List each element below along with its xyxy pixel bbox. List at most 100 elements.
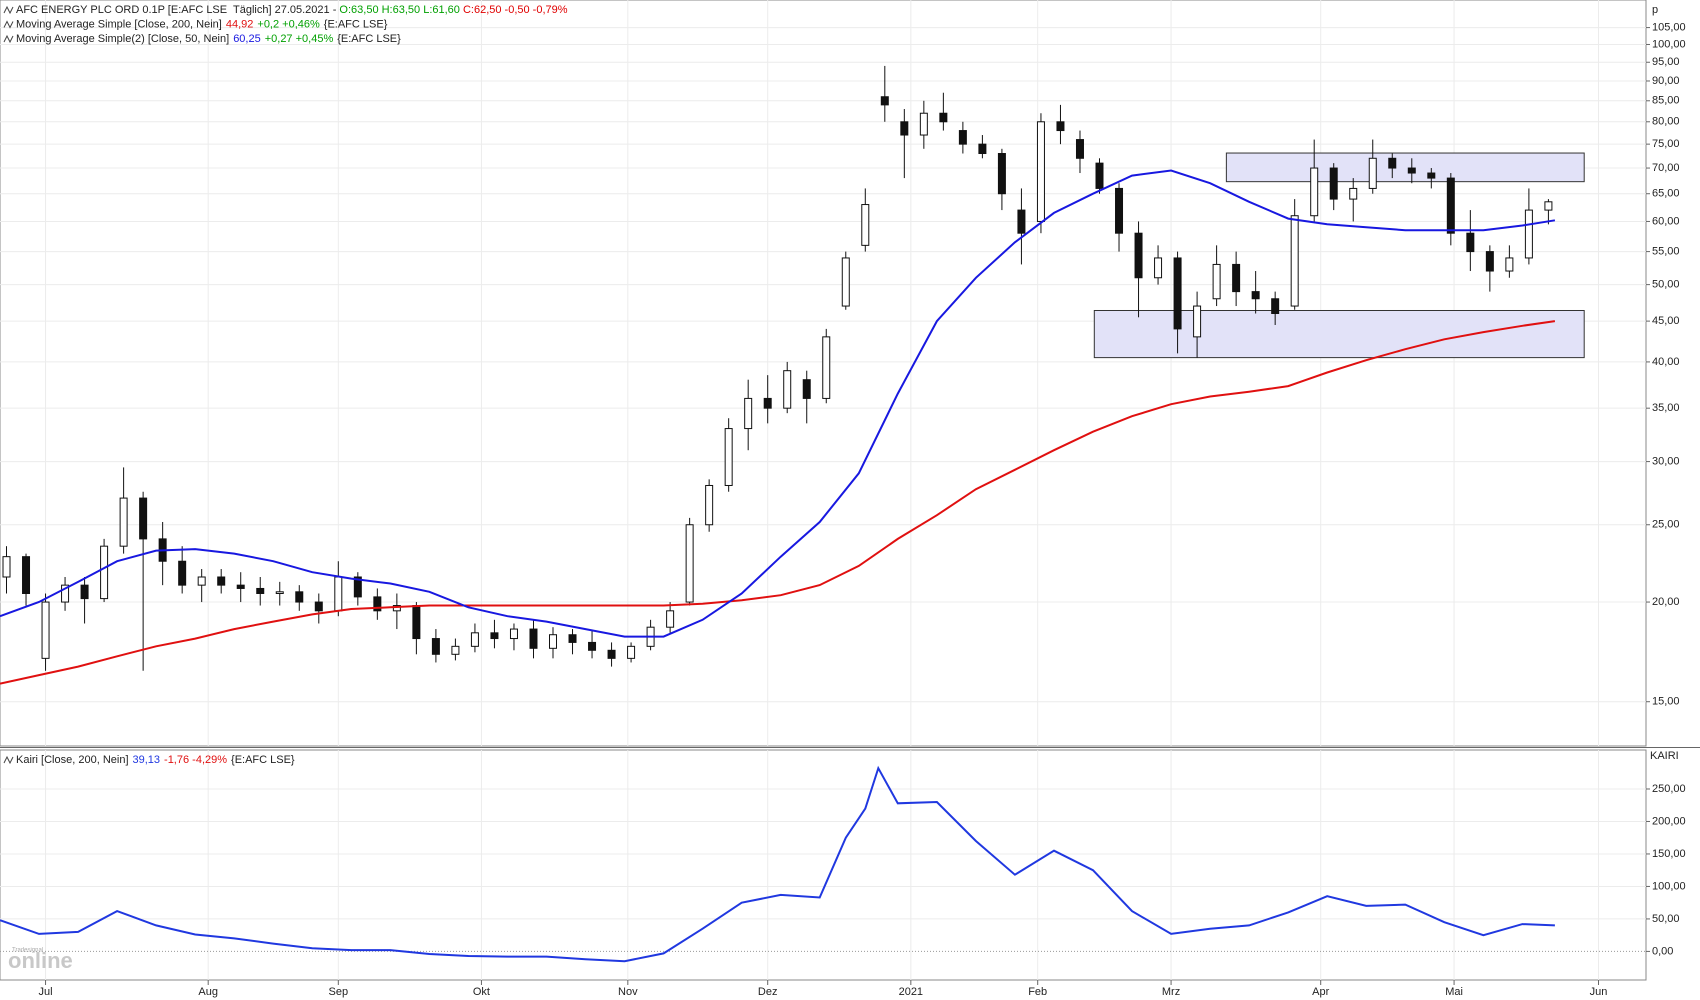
- candle-body: [295, 591, 304, 603]
- candle-body: [1036, 121, 1045, 222]
- candle-body: [1524, 209, 1533, 259]
- y-tick-label: 85,00: [1652, 95, 1680, 107]
- candle-body: [431, 638, 440, 655]
- title-part: O:63,50 H:63,50 L:61,60: [339, 4, 463, 16]
- y-tick-label: 60,00: [1652, 215, 1680, 227]
- candle-body: [61, 584, 70, 603]
- candle-body: [1115, 187, 1124, 234]
- title-part: C:62,50 -0,50 -0,79%: [463, 4, 568, 16]
- candle-body: [1368, 157, 1377, 189]
- candle-body: [1095, 162, 1104, 189]
- candle-body: [470, 632, 479, 647]
- candle-body: [1251, 291, 1260, 300]
- legend-entry: Kairi [Close, 200, Nein] 39,13 -1,76 -4,29…: [16, 754, 295, 766]
- candle-body: [568, 634, 577, 643]
- legend-value: {E:AFC LSE}: [337, 33, 401, 45]
- candle-body: [217, 576, 226, 586]
- grid: [0, 0, 1650, 985]
- candle-body: [958, 130, 967, 145]
- x-tick-label: Okt: [473, 986, 490, 998]
- legend-value: 39,13: [133, 754, 161, 766]
- indicator-line: [0, 765, 1555, 963]
- candle-body: [1544, 201, 1553, 211]
- candle-body: [334, 576, 343, 612]
- y-tick-label: 15,00: [1652, 696, 1680, 708]
- x-tick-label: Aug: [198, 986, 218, 998]
- x-tick-label: Jul: [39, 986, 53, 998]
- candle-body: [1212, 263, 1221, 300]
- candle-body: [236, 584, 245, 589]
- candle-body: [119, 497, 128, 547]
- candle-body: [802, 379, 811, 399]
- price-axis-label: p: [1652, 4, 1658, 16]
- watermark-small: Tradesignal: [12, 948, 43, 954]
- candle-body: [139, 497, 148, 540]
- legend-entry: Moving Average Simple(2) [Close, 50, Nei…: [16, 33, 401, 45]
- legend-value: +0,27 +0,45%: [265, 33, 334, 45]
- candle-body: [490, 632, 499, 640]
- candle-body: [1349, 187, 1358, 200]
- indicator-icon: [3, 5, 14, 15]
- title-part: AFC ENERGY PLC ORD 0.1P [E:AFC LSE Tägli…: [16, 4, 339, 16]
- candle-body: [783, 370, 792, 409]
- candle-body: [412, 605, 421, 640]
- indicator-line: [0, 320, 1556, 685]
- candle-body: [314, 601, 323, 612]
- y-tick-label: 50,00: [1652, 913, 1680, 925]
- candle-body: [178, 560, 187, 586]
- legend-name: Kairi [Close, 200, Nein]: [16, 754, 129, 766]
- candle-body: [880, 96, 889, 106]
- indicator-icon: [3, 20, 14, 29]
- candle-body: [763, 397, 772, 409]
- candle-body: [41, 601, 50, 659]
- candle-body: [392, 605, 401, 612]
- y-tick-label: 75,00: [1652, 138, 1680, 150]
- candle-body: [80, 584, 89, 600]
- legend-name: Moving Average Simple(2) [Close, 50, Nei…: [16, 33, 229, 45]
- y-tick-label: 40,00: [1652, 356, 1680, 368]
- y-tick-label: 35,00: [1652, 402, 1680, 414]
- candle-body: [1271, 298, 1280, 314]
- candle-body: [822, 336, 831, 399]
- candle-body: [1173, 257, 1182, 330]
- candle-body: [1329, 167, 1338, 200]
- candle-body: [607, 649, 616, 659]
- y-tick-label: 250,00: [1652, 783, 1686, 795]
- candle-body: [939, 112, 948, 123]
- candle-body: [1017, 209, 1026, 234]
- candle-body: [588, 641, 597, 651]
- candle-body: [997, 153, 1006, 195]
- legend-value: {E:AFC LSE}: [324, 18, 388, 30]
- candle-body: [705, 484, 714, 526]
- candle-body: [841, 257, 850, 307]
- legend-value: 44,92: [226, 18, 254, 30]
- candle-body: [1505, 257, 1514, 272]
- candle-body: [529, 628, 538, 649]
- candle-body: [1193, 305, 1202, 338]
- x-tick-label: Feb: [1028, 986, 1047, 998]
- y-tick-label: 95,00: [1652, 56, 1680, 68]
- range-box: [1093, 309, 1585, 359]
- candle-body: [549, 634, 558, 649]
- chart-title: AFC ENERGY PLC ORD 0.1P [E:AFC LSE Tägli…: [16, 4, 568, 16]
- candle-body: [1427, 172, 1436, 179]
- candle-body: [1134, 232, 1143, 279]
- y-tick-label: 100,00: [1652, 880, 1686, 892]
- candle-body: [509, 628, 518, 640]
- y-tick-label: 25,00: [1652, 519, 1680, 531]
- watermark: online: [8, 948, 73, 973]
- candle-body: [978, 143, 987, 155]
- legend-value: 60,25: [233, 33, 261, 45]
- candle-body: [197, 576, 206, 586]
- candle-body: [275, 591, 284, 594]
- x-tick-label: Apr: [1312, 986, 1329, 998]
- candle-body: [256, 587, 265, 594]
- texts: Jul Aug Sep Okt Nov Dez 2021 Feb Mrz Apr Mai Jun 15,…: [3, 4, 1686, 998]
- y-tick-label: 100,00: [1652, 38, 1686, 50]
- y-tick-label: 150,00: [1652, 848, 1686, 860]
- y-tick-label: 45,00: [1652, 315, 1680, 327]
- y-tick-label: 20,00: [1652, 596, 1680, 608]
- candle-body: [1388, 157, 1397, 169]
